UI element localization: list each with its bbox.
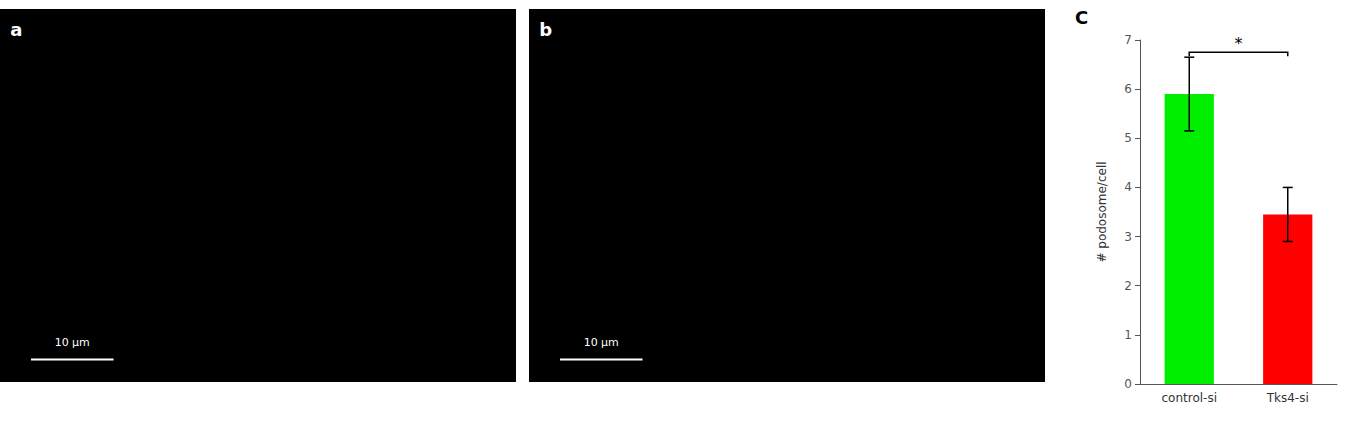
svg-text:C: C xyxy=(1075,7,1088,28)
svg-text:# podosome/cell: # podosome/cell xyxy=(1095,161,1109,262)
svg-text:0: 0 xyxy=(1124,377,1132,391)
svg-text:10 μm: 10 μm xyxy=(584,336,619,349)
svg-text:2: 2 xyxy=(1124,279,1132,293)
svg-text:a: a xyxy=(10,19,22,40)
svg-text:7: 7 xyxy=(1124,33,1132,47)
svg-text:5: 5 xyxy=(1124,131,1132,145)
svg-text:1: 1 xyxy=(1124,328,1132,342)
svg-text:Tks4-si: Tks4-si xyxy=(1266,391,1309,405)
svg-text:3: 3 xyxy=(1124,230,1132,244)
svg-text:control-si: control-si xyxy=(1161,391,1217,405)
svg-text:*: * xyxy=(1235,34,1243,53)
svg-text:10 μm: 10 μm xyxy=(55,336,90,349)
svg-text:b: b xyxy=(539,19,552,40)
svg-text:4: 4 xyxy=(1124,180,1132,194)
svg-text:6: 6 xyxy=(1124,82,1132,96)
